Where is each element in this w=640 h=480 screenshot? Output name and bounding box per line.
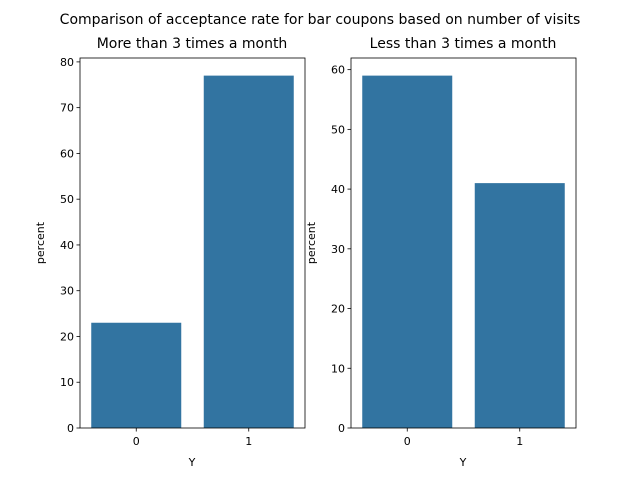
right-chart-y-tick-label: 40	[331, 183, 345, 196]
left-chart-y-tick-label: 80	[60, 56, 74, 69]
right-chart-title: Less than 3 times a month	[370, 36, 557, 52]
right-chart-bars	[362, 75, 565, 428]
left-chart-panel: More than 3 times a month 01020304050607…	[34, 36, 306, 469]
left-chart-y-tick-label: 40	[60, 239, 74, 252]
right-chart-y-tick-label: 0	[338, 422, 345, 435]
left-chart-y-tick-label: 10	[60, 376, 74, 389]
right-chart-y-tick-label: 60	[331, 64, 345, 77]
right-chart-y-tick-label: 30	[331, 243, 345, 256]
right-chart-x-tick-label: 0	[404, 435, 411, 448]
figure-title: Comparison of acceptance rate for bar co…	[60, 12, 581, 28]
right-chart-bar-0	[362, 75, 453, 428]
right-chart-bar-1	[474, 183, 565, 428]
left-chart-y-tick-label: 50	[60, 193, 74, 206]
right-chart-y-axis: 0 10 20 30 40 50 60	[331, 64, 351, 435]
left-chart-y-tick-label: 0	[67, 422, 74, 435]
right-chart-y-tick-label: 20	[331, 303, 345, 316]
left-chart-y-label: percent	[34, 221, 47, 264]
right-chart-y-tick-label: 50	[331, 123, 345, 136]
left-chart-x-tick-label: 0	[133, 435, 140, 448]
right-chart-frame	[350, 57, 577, 429]
right-chart-panel: Less than 3 times a month 0102030405060 …	[305, 36, 577, 469]
left-chart-y-tick-label: 30	[60, 285, 74, 298]
right-chart-y-label: percent	[305, 221, 318, 264]
right-chart-x-label: Y	[459, 456, 467, 469]
left-chart-x-tick-label: 1	[245, 435, 252, 448]
left-chart-bar-0	[91, 322, 182, 428]
left-chart-y-tick-label: 20	[60, 330, 74, 343]
left-chart-bar-1	[203, 75, 294, 428]
left-chart-title: More than 3 times a month	[97, 36, 288, 52]
left-chart-y-tick-label: 70	[60, 102, 74, 115]
left-chart-bars	[91, 75, 294, 428]
left-chart-frame	[79, 57, 306, 429]
left-chart-y-axis: 0 10 20 30 40 50 60 70 80	[60, 56, 80, 435]
right-chart-y-tick-label: 10	[331, 362, 345, 375]
left-chart-y-tick-label: 60	[60, 147, 74, 160]
right-chart-x-tick-label: 1	[516, 435, 523, 448]
left-chart-x-label: Y	[188, 456, 196, 469]
